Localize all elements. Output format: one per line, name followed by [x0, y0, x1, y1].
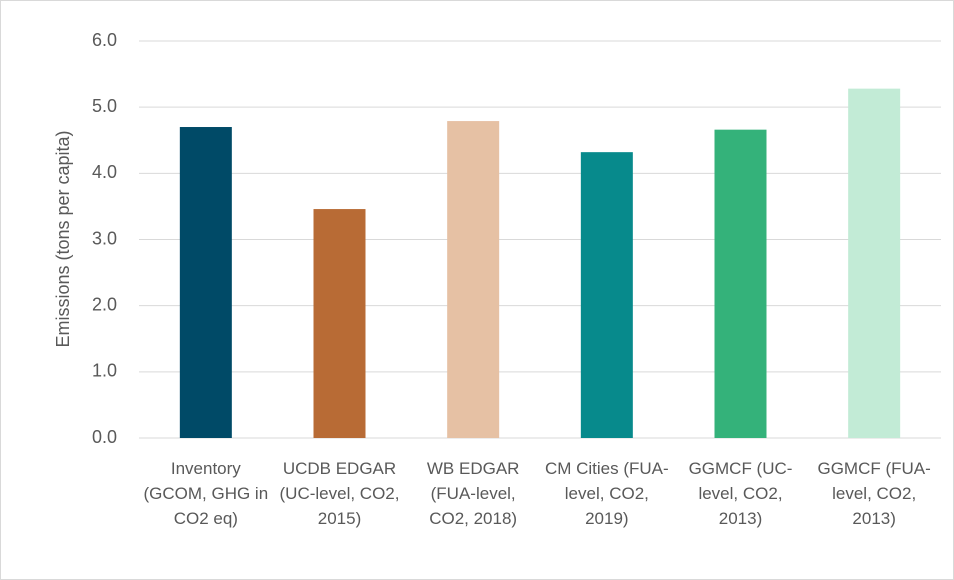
y-tick-label: 5.0 [92, 96, 117, 116]
x-tick-label: GGMCF (FUA-level, CO2, 2013) [817, 459, 931, 528]
y-tick-label: 0.0 [92, 427, 117, 447]
y-tick-label: 6.0 [92, 30, 117, 50]
x-tick-label: UCDB EDGAR (UC-level, CO2, 2015) [279, 459, 400, 528]
y-tick-label: 3.0 [92, 228, 117, 248]
bar [848, 88, 901, 438]
bar [714, 129, 767, 438]
y-tick-label: 2.0 [92, 294, 117, 314]
bar [447, 121, 500, 438]
x-tick-label: GGMCF (UC-level, CO2, 2013) [688, 459, 793, 528]
y-tick-label: 4.0 [92, 162, 117, 182]
x-tick-label: CM Cities (FUA-level, CO2, 2019) [544, 459, 669, 528]
y-axis-title: Emissions (tons per capita) [53, 130, 73, 347]
x-tick-label: Inventory (GCOM, GHG in CO2 eq) [143, 459, 269, 528]
bar [179, 127, 232, 439]
x-tick-label: WB EDGAR (FUA-level, CO2, 2018) [426, 459, 520, 528]
bar [580, 152, 633, 438]
y-tick-label: 1.0 [92, 361, 117, 381]
bar [313, 209, 366, 438]
